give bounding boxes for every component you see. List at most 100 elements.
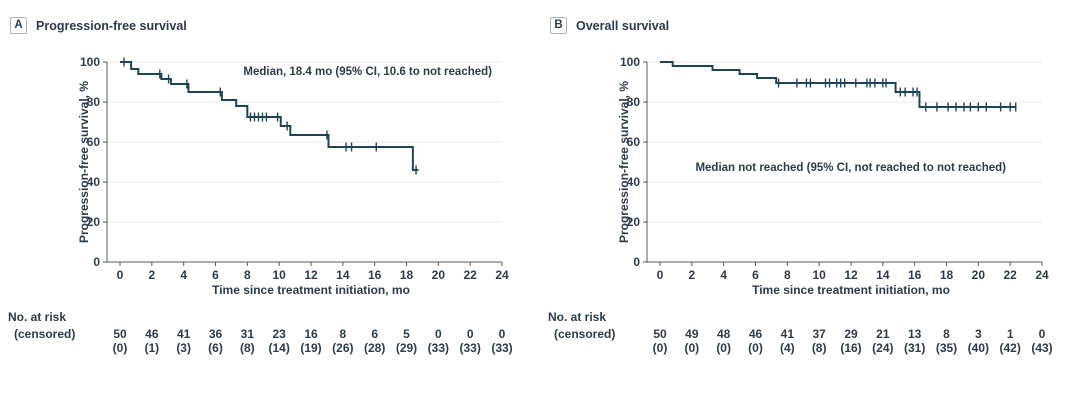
svg-text:80: 80	[627, 95, 641, 109]
svg-text:60: 60	[87, 135, 101, 149]
svg-text:14: 14	[876, 268, 890, 282]
at-risk-value: 49	[685, 327, 699, 341]
censored-value: (19)	[300, 341, 322, 355]
censored-value: (1)	[144, 341, 160, 355]
at-risk-value: 46	[748, 327, 763, 341]
svg-text:16: 16	[908, 268, 922, 282]
censored-value: (42)	[999, 341, 1021, 355]
at-risk-value: 0	[434, 327, 442, 341]
censored-value: (3)	[176, 341, 191, 355]
svg-text:20: 20	[87, 215, 101, 229]
svg-text:24: 24	[495, 268, 509, 282]
x-tick-labels: 0 2 4 6 8 10 12 14 16 18 20 22 24	[657, 268, 1049, 282]
svg-text:4: 4	[720, 268, 727, 282]
svg-text:100: 100	[620, 55, 640, 69]
x-axis-label: Time since treatment initiation, mo	[212, 283, 410, 297]
svg-text:0: 0	[657, 268, 664, 282]
censored-value: (0)	[716, 341, 731, 355]
y-tick-labels: 0 20 40 60 80 100	[80, 55, 100, 269]
median-annotation: Median, 18.4 mo (95% CI, 10.6 to not rea…	[243, 66, 492, 78]
at-risk-value: 36	[208, 327, 223, 341]
svg-text:10: 10	[272, 268, 286, 282]
censor-marks	[777, 78, 1017, 112]
at-risk-value: 0	[466, 327, 474, 341]
panel-b: B Overall survival 0 20 40 60 80 100 0 2 4 6 8 10 12…	[540, 0, 1080, 400]
at-risk-value: 0	[498, 327, 506, 341]
at-risk-value: 13	[907, 327, 922, 341]
svg-text:100: 100	[80, 55, 100, 69]
censored-value: (43)	[1031, 341, 1053, 355]
at-risk-value: 23	[272, 327, 286, 341]
at-risk-value: 3	[974, 327, 982, 341]
median-annotation: Median not reached (95% CI, not reached …	[695, 162, 1006, 174]
svg-text:20: 20	[972, 268, 986, 282]
censored-value: (35)	[935, 341, 958, 355]
at-risk-value: 8	[339, 327, 347, 341]
panel-a: A Progression-free survival 0 20 40 60 80 100…	[8, 17, 513, 355]
at-risk-value: 48	[716, 327, 731, 341]
censor-marks	[123, 57, 417, 175]
at-risk-value: 1	[1006, 327, 1014, 341]
svg-text:0: 0	[633, 255, 640, 269]
panel-b-header: B Overall survival	[550, 17, 669, 34]
censored-value: (16)	[840, 341, 862, 355]
svg-text:16: 16	[368, 268, 382, 282]
panel-title: Progression-free survival	[36, 18, 187, 33]
censored-value: (0)	[684, 341, 700, 355]
y-tick-labels: 0 20 40 60 80 100	[620, 55, 640, 269]
at-risk-value: 37	[812, 327, 826, 341]
censored-value: (8)	[811, 341, 827, 355]
censored-value: (0)	[652, 341, 668, 355]
axes	[103, 61, 503, 266]
panel-label-box: B	[550, 17, 567, 34]
censored-value: (40)	[967, 341, 989, 355]
svg-text:22: 22	[463, 268, 477, 282]
panel-label-box: A	[10, 17, 27, 34]
panel-title: Overall survival	[576, 18, 670, 33]
svg-text:8: 8	[784, 268, 791, 282]
svg-text:6: 6	[752, 268, 759, 282]
censored-value: (24)	[872, 341, 894, 355]
svg-text:60: 60	[627, 135, 641, 149]
gridlines	[647, 61, 1042, 223]
at-risk-value: 41	[176, 327, 191, 341]
svg-text:10: 10	[812, 268, 826, 282]
at-risk-value: 5	[403, 327, 410, 341]
x-axis-label: Time since treatment initiation, mo	[752, 283, 950, 297]
x-tick-labels: 0 2 4 6 8 10 12 14 16 18 20 22 24	[117, 268, 509, 282]
censored-value: (0)	[112, 341, 128, 355]
svg-text:4: 4	[180, 268, 187, 282]
y-axis-label: Progression-free survival, %	[617, 81, 631, 243]
censored-value: (4)	[779, 341, 795, 355]
censored-header: (censored)	[554, 327, 616, 341]
censored-value: (0)	[748, 341, 763, 355]
svg-text:24: 24	[1035, 268, 1049, 282]
censored-value: (26)	[332, 341, 354, 355]
at-risk-value: 46	[145, 327, 159, 341]
at-risk-value: 6	[371, 327, 378, 341]
censored-value: (29)	[395, 341, 418, 355]
censored-value: (31)	[903, 341, 926, 355]
at-risk-value: 50	[113, 327, 127, 341]
panel-a-header: A Progression-free survival	[10, 17, 187, 34]
svg-text:8: 8	[244, 268, 251, 282]
at-risk-value: 29	[844, 327, 858, 341]
at-risk-header: No. at risk	[548, 310, 607, 324]
svg-text:2: 2	[148, 268, 155, 282]
svg-text:0: 0	[93, 255, 100, 269]
km-curve	[660, 61, 1017, 108]
y-axis-label: Progression-free survival, %	[77, 81, 91, 243]
svg-text:40: 40	[87, 175, 101, 189]
at-risk-header: No. at risk	[8, 310, 67, 324]
censored-value: (6)	[208, 341, 223, 355]
censored-value: (14)	[268, 341, 290, 355]
km-curve	[120, 61, 419, 171]
svg-text:0: 0	[117, 268, 124, 282]
svg-text:2: 2	[688, 268, 695, 282]
svg-text:6: 6	[212, 268, 219, 282]
gridlines	[107, 61, 502, 223]
censored-value: (33)	[427, 341, 449, 355]
axes	[643, 61, 1043, 266]
